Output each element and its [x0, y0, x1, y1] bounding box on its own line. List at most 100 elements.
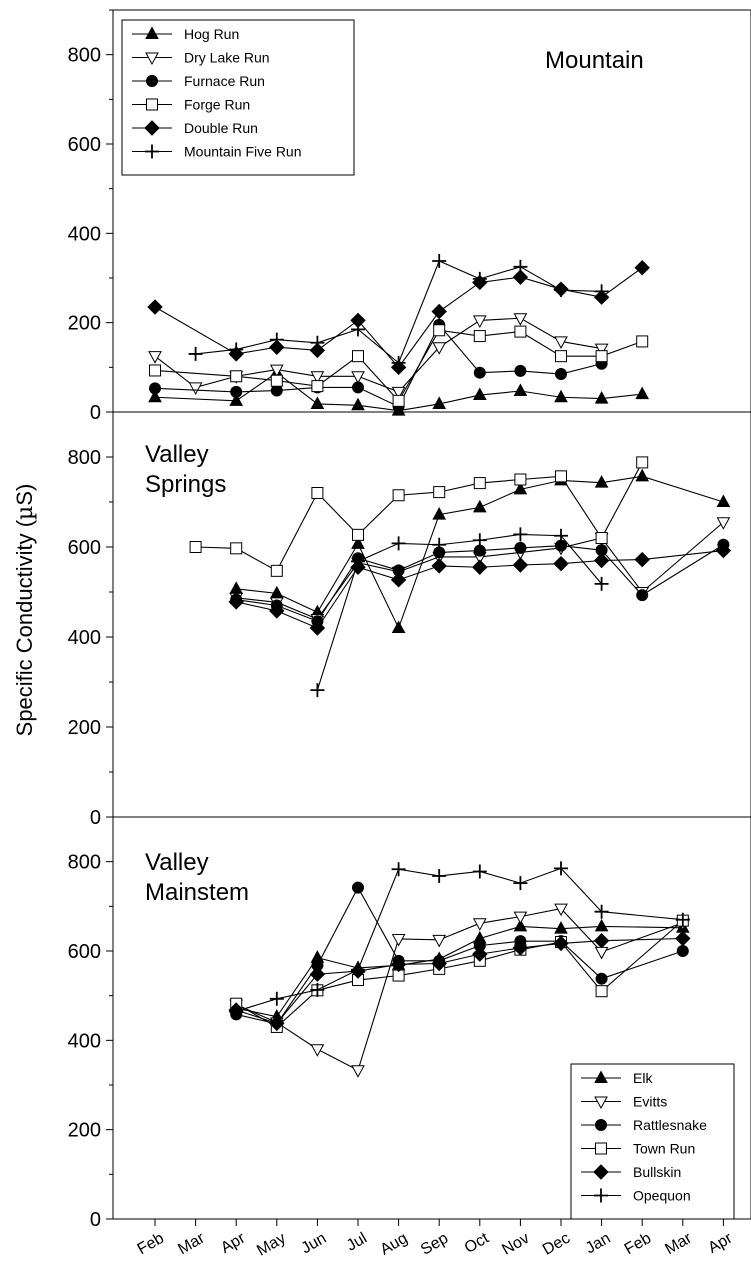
- data-point: [310, 982, 325, 997]
- y-tick-label: 200: [68, 717, 101, 739]
- data-point: [635, 468, 650, 482]
- legend-label: Dry Lake Run: [184, 50, 270, 66]
- data-point: [594, 904, 609, 919]
- data-point: [351, 322, 365, 337]
- data-point: [594, 343, 609, 357]
- legend-box: [570, 1063, 735, 1220]
- data-point: [634, 551, 650, 568]
- data-point: [352, 528, 364, 541]
- legend-label: Opequon: [633, 1188, 691, 1204]
- y-tick-label: 600: [68, 941, 101, 963]
- panel-title: Mainstem: [145, 879, 249, 906]
- data-point: [391, 620, 406, 633]
- legend-label: Town Run: [633, 1141, 695, 1157]
- y-axis-label: Specific Conductivity (µS): [12, 484, 38, 737]
- chart-panels: 0 200 400 600 800 Mountain Hog Run Dry Lake Run…: [68, 9, 751, 1231]
- data-point: [352, 381, 364, 394]
- data-point: [149, 382, 161, 395]
- data-point: [311, 380, 324, 393]
- data-point: [270, 564, 283, 577]
- data-point: [472, 499, 487, 513]
- legend-item: Evitts: [581, 1094, 667, 1110]
- data-point: [148, 389, 162, 403]
- data-point: [553, 935, 569, 952]
- data-point: [432, 934, 447, 948]
- data-point: [148, 351, 162, 364]
- data-point: [514, 541, 527, 554]
- data-point: [351, 371, 365, 384]
- series-rattlesnake: [230, 538, 730, 628]
- data-point: [310, 371, 325, 384]
- data-point: [431, 303, 447, 320]
- data-point: [595, 972, 608, 985]
- series-line: [154, 317, 602, 393]
- data-point: [472, 864, 487, 879]
- series-line: [236, 521, 724, 620]
- data-point: [675, 912, 690, 927]
- data-point: [513, 481, 528, 495]
- data-point: [351, 962, 365, 977]
- data-point: [512, 557, 529, 573]
- legend-marker: [595, 1119, 607, 1131]
- legend-marker: [146, 75, 158, 87]
- data-point: [513, 313, 528, 326]
- data-point: [595, 985, 608, 998]
- panel-mainstem: 0 200 400 600 800 Valley Mainstem Elk Evitts Ratt…: [68, 816, 751, 1231]
- data-point: [472, 271, 487, 286]
- data-point: [595, 532, 608, 544]
- data-point: [472, 315, 487, 328]
- data-point: [512, 940, 529, 956]
- legend-marker: [594, 1070, 608, 1083]
- data-point: [636, 335, 649, 348]
- panel-title: Mountain: [545, 47, 644, 74]
- data-point: [188, 346, 203, 361]
- panel-title: Valley: [145, 849, 209, 876]
- data-point: [472, 918, 487, 931]
- series-dry-lake-run: [148, 313, 609, 400]
- panel-title: Valley: [145, 441, 209, 468]
- legend-marker: [146, 98, 158, 111]
- data-point: [554, 921, 568, 934]
- y-tick-label: 0: [90, 402, 101, 424]
- y-tick-label: 800: [68, 447, 101, 469]
- data-point: [472, 533, 487, 548]
- legend: Elk Evitts Rattlesnake Town Run Bullskin Opeq…: [570, 1063, 735, 1220]
- series-town-run: [189, 456, 649, 577]
- data-point: [513, 876, 528, 891]
- data-point: [392, 394, 405, 407]
- legend-label: Forge Run: [184, 97, 250, 113]
- legend-item: Hog Run: [132, 26, 239, 42]
- data-point: [188, 382, 203, 395]
- y-tick-label: 200: [68, 313, 101, 335]
- data-point: [554, 528, 568, 543]
- data-point: [554, 336, 568, 349]
- legend-label: Double Run: [184, 120, 258, 136]
- legend-item: Double Run: [132, 120, 258, 136]
- panel-mountain: 0 200 400 600 800 Mountain Hog Run Dry Lake Run…: [68, 9, 751, 424]
- panel-springs: 0 200 400 600 800 Valley Springs: [68, 411, 751, 829]
- data-point: [594, 918, 609, 932]
- data-point: [309, 966, 326, 982]
- data-point: [554, 903, 568, 917]
- data-point: [555, 368, 567, 381]
- data-point: [431, 558, 447, 574]
- data-point: [675, 930, 691, 947]
- series-line: [154, 329, 643, 402]
- series-hog-run: [148, 365, 650, 416]
- series-forge-run: [149, 324, 649, 407]
- data-point: [555, 350, 567, 363]
- data-point: [310, 1044, 325, 1057]
- data-point: [512, 269, 529, 285]
- data-point: [310, 396, 325, 409]
- legend: Hog Run Dry Lake Run Furnace Run Forge Run D…: [121, 19, 355, 176]
- data-point: [351, 397, 365, 411]
- data-point: [594, 284, 609, 299]
- data-point: [473, 330, 486, 343]
- data-point: [514, 473, 527, 486]
- data-point: [230, 370, 243, 383]
- legend-item: Opequon: [581, 1188, 691, 1204]
- data-point: [229, 342, 244, 357]
- data-point: [228, 594, 244, 610]
- legend-marker: [145, 144, 159, 159]
- data-point: [636, 456, 649, 469]
